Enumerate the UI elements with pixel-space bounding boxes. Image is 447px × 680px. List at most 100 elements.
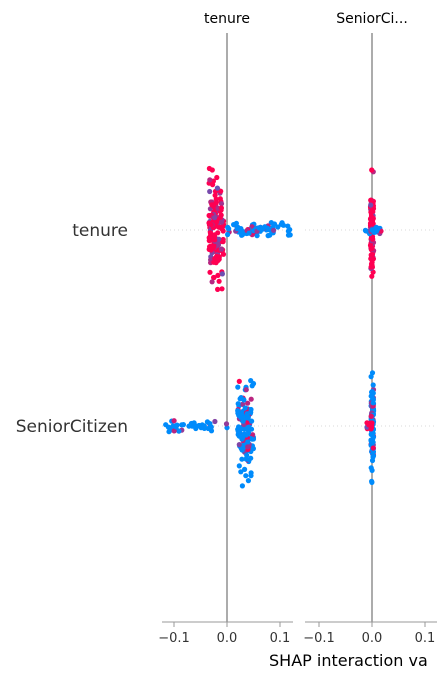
shap-point-p1-r2-c0-119 xyxy=(248,396,254,402)
shap-point-p1-r2-c0-57 xyxy=(243,473,249,479)
shap-point-p2-r2-c0-95 xyxy=(369,432,376,438)
shap-point-p2-r2-c0-97 xyxy=(369,389,375,395)
row-guides xyxy=(162,229,437,427)
shap-point-p1-r2-c0-126 xyxy=(244,452,250,458)
shap-point-p1-r1-c1-69 xyxy=(271,227,277,233)
shap-point-p1-r1-c0-17 xyxy=(218,201,225,207)
shap-point-p2-r2-c0-56 xyxy=(370,382,376,388)
shap-point-p1-r2-c0-114 xyxy=(235,384,241,390)
shap-point-p1-r1-c0-134 xyxy=(219,271,225,277)
shap-point-p2-r1-c1-19 xyxy=(369,227,375,233)
shap-point-p1-r1-c1-42 xyxy=(238,226,244,232)
shap-point-p2-r2-c0-103 xyxy=(370,445,376,451)
shap-point-p1-r1-c0-78 xyxy=(209,167,215,173)
shap-point-p1-r1-c0-137 xyxy=(212,237,218,243)
shap-point-p2-r1-c0-75 xyxy=(369,167,375,173)
shap-point-p1-r2-c0-133 xyxy=(238,414,244,420)
shap-point-p1-r1-c1-65 xyxy=(271,221,278,227)
shap-point-p2-r2-c0-108 xyxy=(370,395,376,401)
panel-title-seniorcitizen: SeniorCi... xyxy=(336,11,408,27)
shap-point-p1-r2-c0-138 xyxy=(245,444,251,450)
shap-point-p1-r1-c0-64 xyxy=(216,278,222,284)
shap-point-p2-r1-c0-108 xyxy=(369,208,375,214)
shap-point-p1-r1-c1-49 xyxy=(234,225,240,232)
shap-point-p1-r1-c1-48 xyxy=(226,226,232,232)
shap-point-p1-r1-c1-58 xyxy=(238,229,244,236)
shap-point-p1-r2-c1-24 xyxy=(191,420,197,426)
shap-point-p1-r2-c0-95 xyxy=(243,387,249,393)
shap-point-p2-r1-c0-100 xyxy=(367,220,374,226)
shap-point-p1-r2-c0-107 xyxy=(245,439,251,445)
shap-point-p1-r2-c0-134 xyxy=(246,424,252,430)
shap-point-p1-r2-c0-85 xyxy=(249,436,255,442)
shap-point-p1-r2-c1-20 xyxy=(186,423,192,429)
shap-point-p1-r1-c0-56 xyxy=(215,286,221,292)
shap-point-p1-r2-c0-104 xyxy=(238,469,244,475)
shap-point-p1-r1-c1-55 xyxy=(278,221,285,227)
shap-point-p1-r2-c0-65 xyxy=(245,478,251,484)
shap-point-p1-r2-c0-137 xyxy=(240,432,247,438)
shap-point-p1-r1-c0-127 xyxy=(206,212,212,219)
shap-point-p1-r1-c0-148 xyxy=(218,246,224,252)
shap-point-p1-r1-c0-136 xyxy=(219,219,225,225)
tick-label-p2-neg01: −0.1 xyxy=(303,631,335,646)
shap-point-p1-r1-c0-95 xyxy=(207,188,213,195)
tick-label-p2-0: 0.0 xyxy=(362,631,383,646)
shap-point-p2-r2-c0-106 xyxy=(370,400,376,406)
shap-point-p1-r2-c1-11 xyxy=(212,418,218,425)
shap-point-p1-r2-c1-27 xyxy=(163,422,169,428)
shap-point-p1-r2-c0-43 xyxy=(240,401,246,407)
shap-point-p1-r2-c1-29 xyxy=(198,425,204,431)
shap-point-p2-r1-c0-103 xyxy=(370,256,376,262)
shap-point-p2-r1-c1-18 xyxy=(374,228,380,234)
x-axis-label: SHAP interaction va xyxy=(269,651,428,670)
shap-point-p1-r2-c0-14 xyxy=(239,483,245,489)
shap-point-p1-r2-c0-135 xyxy=(246,457,252,463)
shap-point-p1-r1-c0-138 xyxy=(216,224,222,230)
shap-point-p1-r2-c0-74 xyxy=(239,456,245,462)
shap-point-p2-r1-c0-109 xyxy=(369,245,375,251)
shap-point-p1-r2-c0-131 xyxy=(242,466,248,472)
shap-point-p1-r1-c0-89 xyxy=(212,192,218,198)
dots-layer xyxy=(163,165,384,489)
shap-point-p1-r1-c1-43 xyxy=(225,231,231,238)
shap-point-p1-r1-c0-145 xyxy=(207,237,213,243)
shap-point-p1-r2-c0-117 xyxy=(235,408,241,414)
shap-point-p1-r2-c1-34 xyxy=(207,421,213,427)
shap-point-p1-r2-c0-64 xyxy=(236,424,242,430)
shap-point-p1-r1-c0-149 xyxy=(218,205,224,211)
shap-point-p2-r1-c1-7 xyxy=(363,228,369,234)
shap-point-p1-r1-c0-108 xyxy=(217,215,223,221)
shap-point-p1-r1-c0-123 xyxy=(209,202,215,208)
shap-point-p1-r1-c0-147 xyxy=(208,222,214,228)
shap-point-p2-r2-c0-109 xyxy=(370,439,376,445)
tick-label-p2-01: 0.1 xyxy=(415,631,436,646)
panel-title-tenure: tenure xyxy=(204,11,250,27)
shap-point-p1-r2-c0-71 xyxy=(236,378,242,384)
x-ticks xyxy=(173,622,426,627)
shap-point-p1-r1-c0-146 xyxy=(209,279,215,285)
shap-point-p1-r2-c0-109 xyxy=(236,463,242,469)
shap-point-p1-r2-c0-11 xyxy=(245,400,251,406)
shap-point-p1-r1-c0-27 xyxy=(215,272,221,278)
shap-point-p2-r2-c1-14 xyxy=(366,422,372,428)
shap-point-p1-r1-c0-69 xyxy=(207,244,213,250)
shap-point-p1-r1-c0-125 xyxy=(217,196,223,202)
shap-point-p1-r2-c0-129 xyxy=(242,405,248,411)
shap-point-p2-r2-c0-98 xyxy=(368,465,374,471)
shap-point-p2-r1-c0-73 xyxy=(368,264,374,270)
shap-point-p1-r1-c0-117 xyxy=(213,196,219,202)
shap-point-p1-r2-c1-35 xyxy=(179,422,185,428)
shap-point-p1-r2-c0-84 xyxy=(236,442,242,448)
shap-point-p2-r1-c0-91 xyxy=(369,251,375,258)
shap-point-p1-r2-c0-118 xyxy=(248,470,254,476)
shap-point-p1-r2-c1-21 xyxy=(171,418,177,424)
shap-point-p1-r1-c0-79 xyxy=(214,185,220,191)
shap-point-p1-r2-c0-136 xyxy=(244,411,250,417)
shap-point-p1-r1-c0-93 xyxy=(220,251,227,257)
shap-point-p1-r1-c1-57 xyxy=(246,230,252,236)
shap-point-p1-r1-c0-142 xyxy=(215,257,221,263)
shap-point-p1-r2-c1-37 xyxy=(171,428,177,434)
shap-point-p1-r1-c0-113 xyxy=(211,274,217,281)
